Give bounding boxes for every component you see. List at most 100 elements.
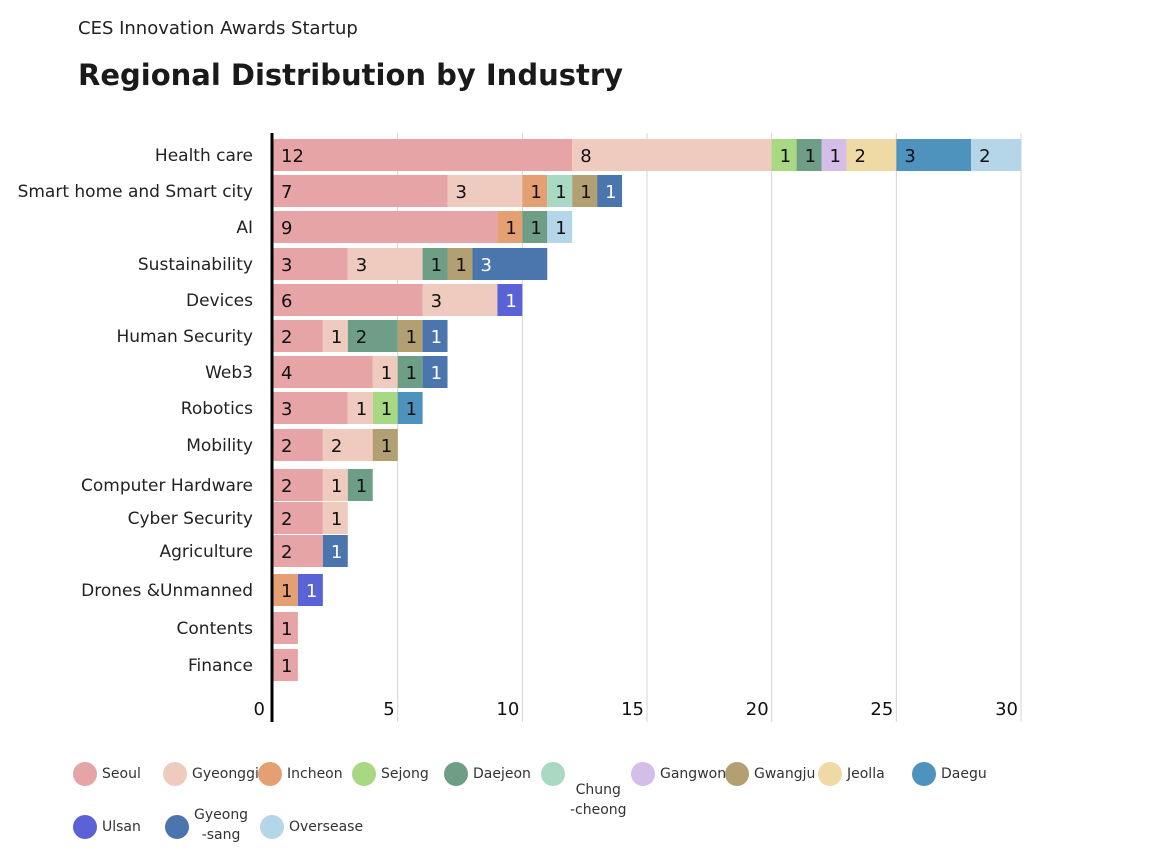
bar-segment-seoul: [273, 211, 498, 243]
data-label: 3: [281, 255, 292, 276]
bar-segment-daegu: [896, 139, 972, 171]
data-label: 3: [431, 291, 442, 312]
bar-segment-seoul: [273, 284, 423, 316]
bar-segment-ulsan: [497, 284, 523, 316]
data-label: 1: [406, 399, 417, 420]
data-label: 1: [281, 619, 292, 640]
category-label: AI: [236, 218, 253, 238]
data-label: 1: [331, 327, 342, 348]
data-label: 2: [356, 327, 367, 348]
bar-segment-gwangju: [572, 175, 598, 207]
bar-segment-gyeongsang: [597, 175, 623, 207]
bar-segment-gwangju: [447, 248, 473, 280]
data-label: 3: [456, 182, 467, 203]
category-label: Contents: [177, 619, 254, 639]
data-label: 1: [830, 146, 841, 167]
bar-segment-daejeon: [522, 211, 548, 243]
data-label: 1: [580, 182, 591, 203]
bar-segment-seoul: [273, 392, 348, 424]
data-label: 4: [281, 363, 292, 384]
x-tick-label: 20: [746, 699, 769, 720]
bar-segment-gwangju: [397, 320, 423, 352]
data-label: 1: [431, 255, 442, 276]
data-label: 1: [555, 182, 566, 203]
data-label: 2: [979, 146, 990, 167]
x-tick-label: 15: [621, 699, 644, 720]
category-label: Drones &Unmanned: [81, 581, 253, 601]
data-label: 2: [281, 509, 292, 530]
bar-segment-gyeonggi: [447, 175, 523, 207]
x-tick-label: 10: [496, 699, 519, 720]
bar-segment-gyeonggi: [372, 356, 398, 388]
bar-segment-gyeonggi: [322, 429, 373, 461]
data-label: 1: [331, 542, 342, 563]
data-label: 1: [805, 146, 816, 167]
category-label: Human Security: [116, 327, 253, 347]
bar-segment-seoul: [273, 175, 448, 207]
bar-segment-daejeon: [347, 320, 398, 352]
data-label: 1: [530, 182, 541, 203]
bar-segment-chungcheong: [547, 175, 573, 207]
bar-segment-gyeongsang: [322, 535, 348, 567]
bar-segment-seoul: [273, 248, 348, 280]
data-label: 1: [406, 327, 417, 348]
category-label: Mobility: [186, 436, 253, 456]
bar-segment-gyeonggi: [322, 502, 348, 534]
bar-segment-daejeon: [796, 139, 822, 171]
category-label: Smart home and Smart city: [18, 182, 253, 202]
bar-segment-incheon: [522, 175, 548, 207]
category-label: Health care: [155, 146, 253, 166]
bar-segment-oversease: [547, 211, 573, 243]
bar-segment-seoul: [273, 649, 298, 681]
data-label: 1: [605, 182, 616, 203]
bar-segment-seoul: [273, 502, 323, 534]
bar-segment-sejong: [771, 139, 797, 171]
data-label: 1: [505, 291, 516, 312]
data-label: 3: [281, 399, 292, 420]
bar-segment-seoul: [273, 469, 323, 501]
bar-segment-gangwon: [821, 139, 847, 171]
data-label: 1: [431, 363, 442, 384]
bar-segment-incheon: [497, 211, 523, 243]
category-label: Agriculture: [160, 542, 254, 562]
bar-segment-gyeonggi: [572, 139, 772, 171]
data-label: 2: [854, 146, 865, 167]
bar-segment-daejeon: [347, 469, 373, 501]
data-label: 2: [281, 476, 292, 497]
data-label: 1: [456, 255, 467, 276]
data-label: 6: [281, 291, 292, 312]
data-label: 3: [356, 255, 367, 276]
data-label: 2: [281, 436, 292, 457]
category-label: Sustainability: [138, 255, 253, 275]
bar-segment-seoul: [273, 535, 323, 567]
bar-segment-jeolla: [846, 139, 897, 171]
data-label: 1: [281, 656, 292, 677]
bar-segment-oversease: [971, 139, 1021, 171]
x-tick-label: 30: [995, 699, 1018, 720]
bar-segment-seoul: [273, 320, 323, 352]
data-label: 1: [306, 581, 317, 602]
x-tick-label: 5: [383, 699, 394, 720]
data-label: 3: [480, 255, 491, 276]
bar-segment-incheon: [273, 574, 298, 606]
category-label: Robotics: [181, 399, 253, 419]
bar-segment-gyeonggi: [347, 392, 373, 424]
data-label: 1: [555, 218, 566, 239]
bar-segment-seoul: [273, 356, 373, 388]
bar-segment-gyeongsang: [422, 356, 448, 388]
chart-subtitle: CES Innovation Awards Startup: [78, 18, 358, 39]
bar-segment-gyeonggi: [322, 469, 348, 501]
category-label: Cyber Security: [128, 509, 253, 529]
data-label: 2: [281, 542, 292, 563]
bar-segment-seoul: [273, 139, 573, 171]
data-label: 1: [530, 218, 541, 239]
bar-segment-gyeongsang: [472, 248, 548, 280]
data-label: 2: [281, 327, 292, 348]
x-tick-label: 0: [254, 699, 265, 720]
data-label: 1: [780, 146, 791, 167]
data-label: 1: [406, 363, 417, 384]
category-label: Web3: [205, 363, 253, 383]
data-label: 1: [331, 476, 342, 497]
data-label: 1: [505, 218, 516, 239]
